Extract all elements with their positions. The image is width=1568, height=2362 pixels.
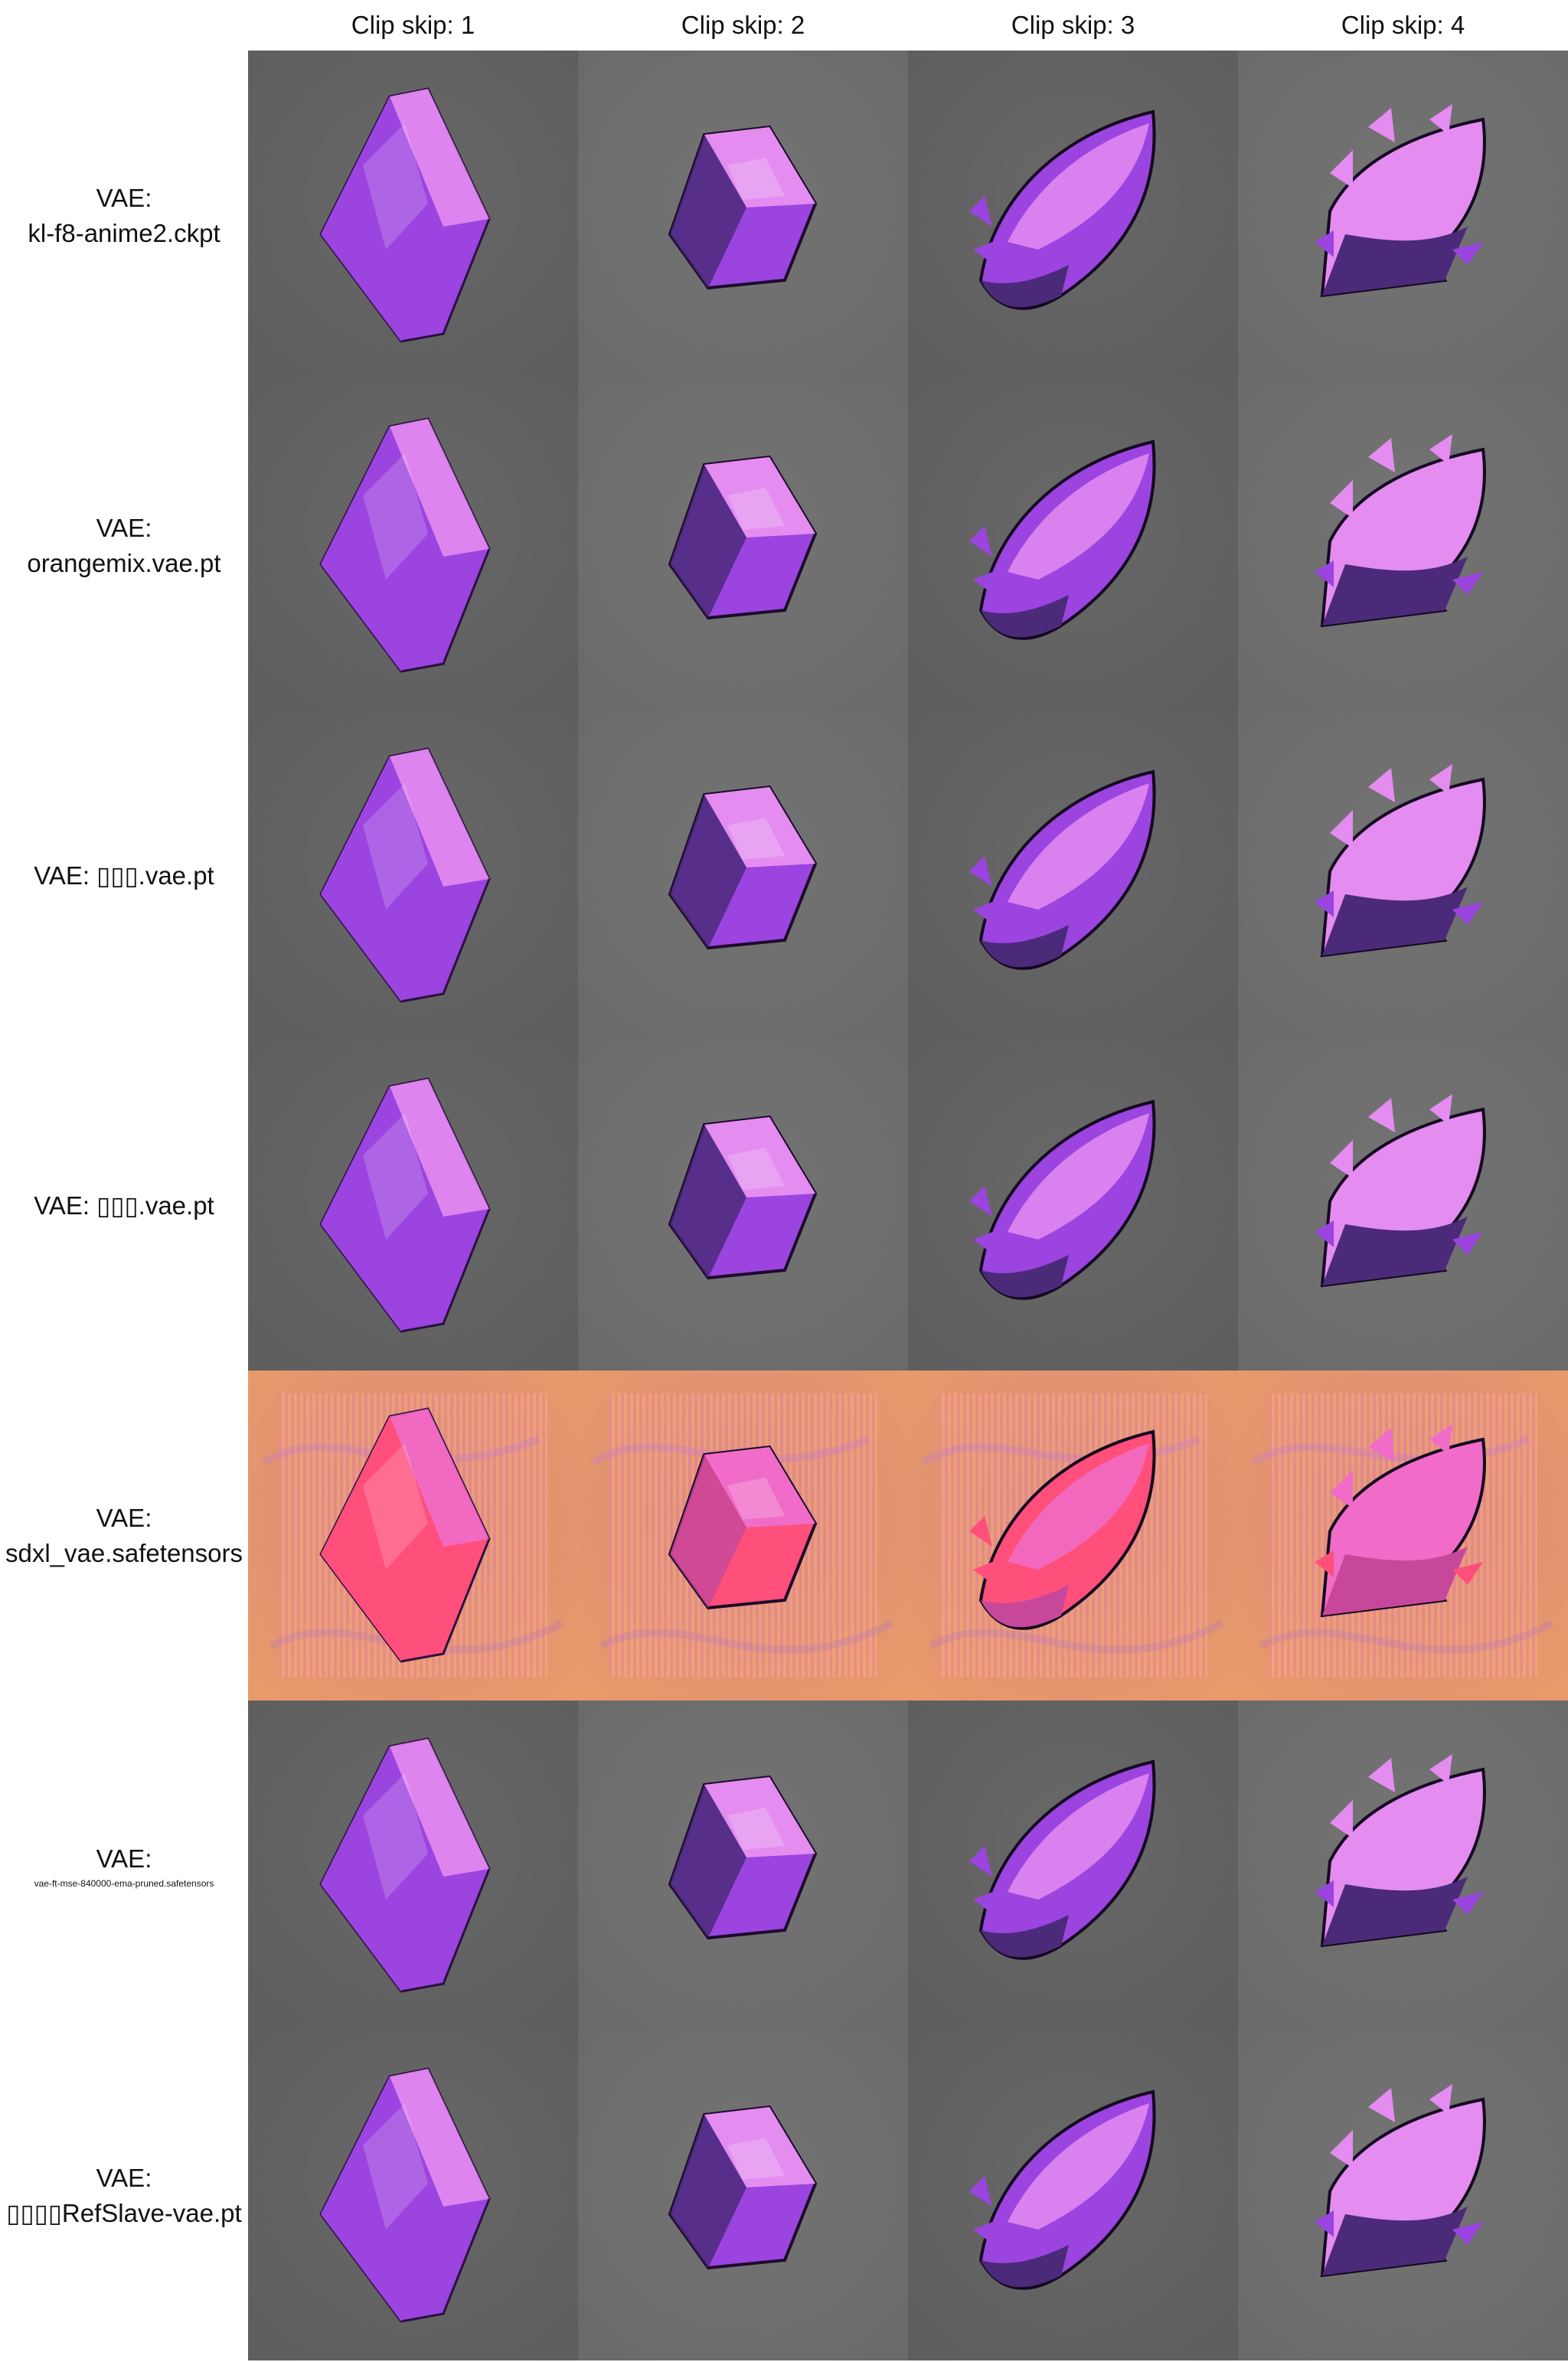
image-cell-r1-c4 [1238,51,1568,381]
image-cell-r4-c4 [1238,1041,1568,1370]
crystal-figure [319,2067,491,2323]
row-label-line1: VAE: [96,2163,152,2192]
image-cell-r6-c4 [1238,1700,1568,2030]
crystal-figure [969,439,1156,640]
image-cell-r6-c1 [248,1700,578,2030]
image-cell-r2-c3 [908,381,1238,711]
row-label-vae-6: VAE: vae-ft-mse-840000-ema-pruned.safeten… [0,1700,248,2030]
crystal-figure [668,1445,818,1610]
image-cell-r6-c3 [908,1700,1238,2030]
row-label-vae-1: VAE: kl-f8-anime2.ckpt [0,51,248,381]
row-label-line1: VAE: ▯▯▯.vae.pt [34,1191,214,1220]
crystal-figure [668,1115,818,1280]
crystal-figure [319,417,491,673]
crystal-figure [319,1737,491,1993]
crystal-figure [969,2089,1156,2290]
column-label-clip-skip-2: Clip skip: 2 [681,11,805,39]
crystal-figure [1315,104,1486,298]
image-cell-r4-c2 [578,1041,908,1370]
crystal-figure [1315,764,1486,958]
row-label-vae-5: VAE: sdxl_vae.safetensors [0,1370,248,1700]
row-label-line2: vae-ft-mse-840000-ema-pruned.safetensors [34,1877,214,1889]
crystal-figure [969,1429,1156,1630]
image-cell-r5-c3 [908,1370,1238,1700]
crystal-figure [668,2105,818,2270]
image-cell-r1-c2 [578,51,908,381]
crystal-figure [319,1407,491,1663]
image-cell-r6-c2 [578,1700,908,2030]
image-cell-r5-c1 [248,1370,578,1700]
image-cell-r4-c3 [908,1041,1238,1370]
crystal-figure [1315,1754,1486,1948]
row-label-line2: ▯▯▯▯RefSlave-vae.pt [6,2198,242,2227]
row-label-vae-4: VAE: ▯▯▯.vae.pt [0,1041,248,1370]
image-cell-r1-c3 [908,51,1238,381]
image-cell-r3-c2 [578,711,908,1041]
row-label-line2: kl-f8-anime2.ckpt [28,218,220,247]
image-cell-r7-c4 [1238,2030,1568,2360]
crystal-figure [969,109,1156,310]
row-label-line1: VAE: ▯▯▯.vae.pt [34,861,214,890]
image-cell-r7-c1 [248,2030,578,2360]
crystal-figure [1315,434,1486,628]
column-label-clip-skip-3: Clip skip: 3 [1011,11,1135,39]
image-cell-r5-c4 [1238,1370,1568,1700]
image-cell-r7-c3 [908,2030,1238,2360]
row-label-line1: VAE: [96,1844,152,1873]
image-cell-r2-c1 [248,381,578,711]
row-label-line2: sdxl_vae.safetensors [5,1538,243,1567]
crystal-figure [668,455,818,620]
image-cell-r7-c2 [578,2030,908,2360]
crystal-figure [668,1775,818,1940]
image-cell-r4-c1 [248,1041,578,1370]
row-label-vae-7: VAE: ▯▯▯▯RefSlave-vae.pt [0,2030,248,2360]
crystal-figure [1315,1094,1486,1288]
crystal-figure [319,747,491,1003]
image-cell-r3-c4 [1238,711,1568,1041]
row-label-line1: VAE: [96,183,152,212]
row-label-vae-3: VAE: ▯▯▯.vae.pt [0,711,248,1041]
crystal-figure [1315,1424,1486,1618]
image-cell-r2-c2 [578,381,908,711]
row-label-line2: orangemix.vae.pt [27,548,221,577]
image-cell-r3-c1 [248,711,578,1041]
column-label-clip-skip-1: Clip skip: 1 [351,11,475,39]
image-cell-r1-c1 [248,51,578,381]
row-label-vae-2: VAE: orangemix.vae.pt [0,381,248,711]
crystal-figure [969,769,1156,970]
crystal-figure [319,1077,491,1333]
image-cell-r2-c4 [1238,381,1568,711]
row-label-line1: VAE: [96,1503,152,1532]
crystal-figure [668,785,818,950]
image-cell-r5-c2 [578,1370,908,1700]
row-label-line1: VAE: [96,513,152,542]
crystal-figure [319,87,491,343]
crystal-figure [668,125,818,290]
crystal-figure [969,1099,1156,1300]
column-label-clip-skip-4: Clip skip: 4 [1341,11,1465,39]
crystal-figure [969,1759,1156,1960]
crystal-figure [1315,2084,1486,2278]
image-cell-r3-c3 [908,711,1238,1041]
